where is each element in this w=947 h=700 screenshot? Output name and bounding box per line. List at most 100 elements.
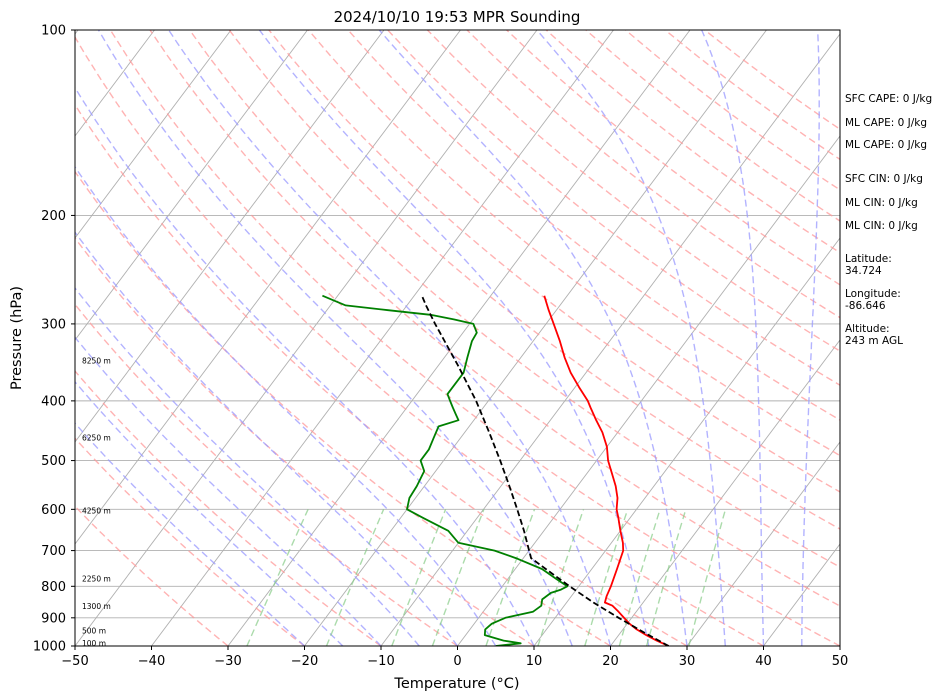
x-tick-label: 40 [755,654,772,669]
dry-adiabat-line [347,30,840,421]
height-label: 4250 m [82,507,111,516]
x-axis: −50 −40 −30 −20 −10 0 10 20 30 40 50 [61,646,848,669]
dry-adiabat-line [75,369,382,646]
latitude-label: Latitude: [845,253,892,265]
isotherm-line [304,30,767,646]
moist-adiabat-line [801,30,820,646]
x-tick-label: −40 [138,654,165,669]
latitude-value: 34.724 [845,265,882,277]
isotherm-line [75,30,385,443]
moist-adiabat-line [75,380,344,646]
isotherm-line [0,30,2,646]
x-tick-label: 10 [526,654,543,669]
ml-cape-text: ML CAPE: 0 J/kg [845,117,927,129]
moist-adiabat-line [701,30,765,646]
moist-adiabat-line [378,30,688,646]
moist-adiabat-line [168,30,612,646]
isotherm-line [75,30,155,137]
y-tick-label: 900 [41,611,66,626]
isotherm-line [533,237,840,646]
mixing-ratio-line [431,509,485,646]
background-lines [0,30,840,646]
moist-adiabat-line [75,165,497,646]
height-labels: 100 m 500 m 1300 m 2250 m 4250 m 6250 m 8250 m [82,356,111,648]
moist-adiabat-line [258,30,650,646]
y-axis: 100 200 300 400 500 600 700 800 900 1000 [33,24,75,655]
dry-adiabat-line [109,30,840,646]
longitude-value: -86.646 [845,300,886,312]
altitude-label: Altitude: [845,323,890,335]
isotherm-line [686,441,840,646]
dry-adiabat-line [75,103,688,646]
height-label: 500 m [82,627,106,636]
mixing-ratio-line [537,509,585,646]
x-tick-label: −50 [61,654,88,669]
mixing-ratio-line [645,509,687,646]
dry-adiabat-line [387,30,840,387]
y-tick-label: 800 [41,580,66,595]
y-tick-label: 600 [41,503,66,518]
mixing-ratio-line [584,509,629,646]
dry-adiabat-line [75,236,535,646]
dry-adiabat-line [228,30,840,530]
y-tick-label: 500 [41,454,66,469]
moist-adiabat-line [536,30,726,646]
dry-adiabat-line [268,30,840,493]
height-label: 8250 m [82,356,111,365]
moist-adiabat-line [97,30,573,646]
sfc-cape-text: SFC CAPE: 0 J/kg [845,93,932,105]
x-tick-label: −10 [367,654,394,669]
dry-adiabat-line [75,35,764,646]
y-tick-label: 700 [41,544,66,559]
x-tick-label: −20 [291,654,318,669]
x-tick-label: 0 [453,654,461,669]
moist-adiabat-line [75,422,305,646]
isotherm-line [227,30,691,646]
height-label: 1300 m [82,602,111,611]
y-tick-label: 100 [41,24,66,39]
x-axis-label: Temperature (°C) [393,676,519,692]
dewpoint-line [322,294,569,646]
indices-panel: SFC CAPE: 0 J/kg ML CAPE: 0 J/kg ML CAPE… [845,93,932,347]
isotherm-line [151,30,614,646]
x-tick-label: 30 [679,654,696,669]
altitude-value: 243 m AGL [845,335,903,347]
ml-cin-text-2: ML CIN: 0 J/kg [845,220,918,232]
moist-adiabat-line [75,336,382,646]
moist-adiabat-line [75,86,535,646]
dry-adiabat-line [75,505,229,646]
dry-adiabat-line [426,30,840,352]
x-tick-label: −30 [214,654,241,669]
y-axis-label: Pressure (hPa) [9,286,25,390]
isotherm-line [75,30,232,239]
moist-adiabat-line [75,286,420,646]
mixing-ratio-line [391,509,447,646]
height-label: 6250 m [82,433,111,442]
mixing-ratio-line [485,509,536,646]
dry-adiabat-line [75,437,305,646]
temperature-line [543,295,669,646]
y-tick-label: 200 [41,209,66,224]
chart-title: 2024/10/10 19:53 MPR Sounding [334,8,581,26]
height-label: 100 m [82,639,106,648]
longitude-label: Longitude: [845,288,901,300]
mixing-ratio-line [688,509,727,646]
isotherm-line [75,30,308,341]
dry-adiabat-line [75,303,458,646]
dry-adiabat-line [75,170,611,646]
ml-cin-text: ML CIN: 0 J/kg [845,197,918,209]
sfc-cin-text: SFC CIN: 0 J/kg [845,173,923,185]
dry-adiabat-line [149,30,840,607]
isotherm-line [457,135,840,646]
isotherm-line [75,30,461,545]
y-tick-label: 300 [41,317,66,332]
parcel-path-line [421,295,670,646]
dry-adiabat-line [189,30,840,568]
plot-frame [74,29,841,647]
isotherm-line [75,30,538,646]
x-tick-label: 50 [832,654,849,669]
dry-adiabat-line [307,30,840,457]
isotherm-line [610,339,840,646]
y-tick-label: 1000 [33,640,66,655]
